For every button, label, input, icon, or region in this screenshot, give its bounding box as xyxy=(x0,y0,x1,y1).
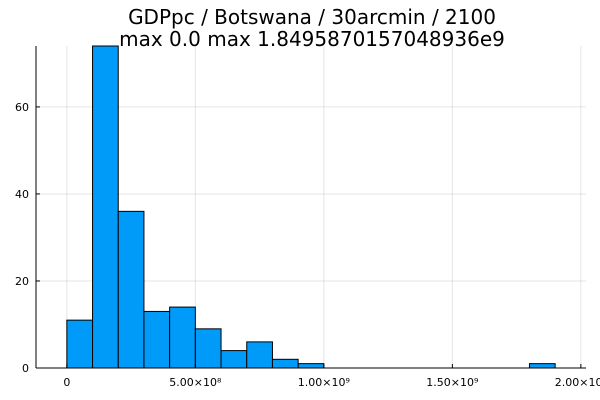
y-tick-label-3: 60 xyxy=(15,101,29,114)
histogram-bar-9 xyxy=(297,363,325,369)
histogram-bar-8 xyxy=(271,358,299,369)
y-tick-label-1: 20 xyxy=(15,275,29,288)
x-tick-label-2: 1.00×10⁹ xyxy=(298,376,350,389)
y-axis-ticks: 0 20 40 60 xyxy=(15,101,40,375)
histogram-bar-4 xyxy=(169,306,196,369)
histogram-bar-5 xyxy=(194,328,222,369)
histogram-bars xyxy=(66,45,556,369)
y-tick-label-0: 0 xyxy=(22,362,29,375)
histogram-bar-2 xyxy=(117,210,145,369)
chart-subtitle: max 0.0 max 1.8495870157048936e9 xyxy=(119,27,505,51)
histogram-bar-1 xyxy=(92,45,119,369)
x-tick-label-0: 0 xyxy=(63,376,70,389)
histogram-bar-3 xyxy=(143,310,171,369)
histogram-bar-7 xyxy=(246,341,273,369)
y-tick-label-2: 40 xyxy=(15,188,29,201)
x-axis-ticks: 0 5.00×10⁸ 1.00×10⁹ 1.50×10⁹ 2.00×10⁹ xyxy=(63,364,600,389)
histogram-bar-10 xyxy=(528,363,556,369)
x-tick-label-1: 5.00×10⁸ xyxy=(169,376,222,389)
histogram-bar-6 xyxy=(220,350,248,369)
x-tick-label-4: 2.00×10⁹ xyxy=(555,376,600,389)
x-tick-label-3: 1.50×10⁹ xyxy=(426,376,478,389)
histogram-bar-0 xyxy=(66,319,94,369)
chart-title: GDPpc / Botswana / 30arcmin / 2100 xyxy=(128,5,496,29)
axes xyxy=(35,46,586,369)
